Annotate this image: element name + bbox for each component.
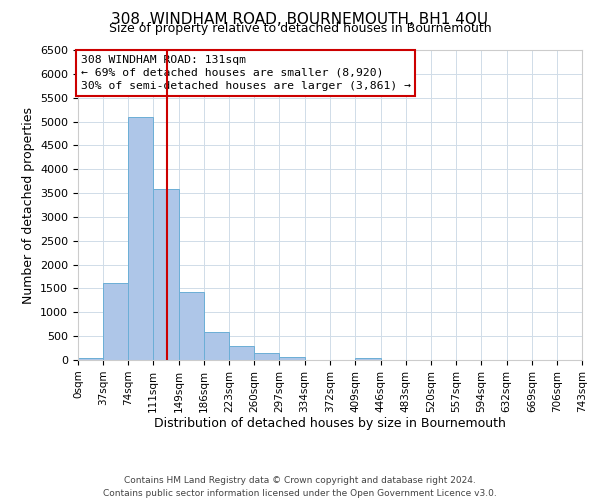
Bar <box>153 190 179 360</box>
Bar <box>103 282 128 360</box>
Text: 308, WINDHAM ROAD, BOURNEMOUTH, BH1 4QU: 308, WINDHAM ROAD, BOURNEMOUTH, BH1 4QU <box>112 12 488 26</box>
Text: 308 WINDHAM ROAD: 131sqm
← 69% of detached houses are smaller (8,920)
30% of sem: 308 WINDHAM ROAD: 131sqm ← 69% of detach… <box>80 54 410 91</box>
Bar <box>229 346 254 360</box>
Text: Size of property relative to detached houses in Bournemouth: Size of property relative to detached ho… <box>109 22 491 35</box>
X-axis label: Distribution of detached houses by size in Bournemouth: Distribution of detached houses by size … <box>154 418 506 430</box>
Bar <box>204 332 229 360</box>
Text: Contains HM Land Registry data © Crown copyright and database right 2024.
Contai: Contains HM Land Registry data © Crown c… <box>103 476 497 498</box>
Bar <box>355 358 380 360</box>
Bar <box>179 292 204 360</box>
Bar <box>128 117 153 360</box>
Bar <box>254 353 280 360</box>
Bar <box>280 357 305 360</box>
Y-axis label: Number of detached properties: Number of detached properties <box>22 106 35 304</box>
Bar <box>78 358 103 360</box>
